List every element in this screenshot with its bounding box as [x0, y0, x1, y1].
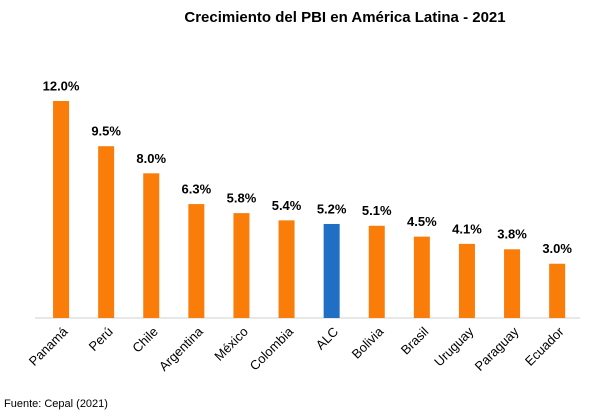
bar: [413, 236, 430, 318]
value-label: 5.4%: [272, 198, 302, 213]
chart-title: Crecimiento del PBI en América Latina - …: [184, 9, 505, 26]
x-tick-label: Colombia: [247, 323, 297, 373]
bar: [504, 249, 521, 318]
bar: [368, 225, 385, 318]
value-label: 4.1%: [452, 221, 482, 236]
x-tick-label: Uruguay: [431, 324, 477, 370]
bar: [323, 223, 340, 318]
bar: [549, 263, 566, 318]
value-label: 6.3%: [182, 182, 212, 197]
value-label: 5.2%: [317, 201, 347, 216]
x-tick-label: Brasil: [398, 324, 432, 358]
value-label: 9.5%: [91, 124, 121, 139]
bar: [458, 243, 475, 318]
x-tick-label: ALC: [313, 324, 341, 352]
bar: [53, 101, 70, 318]
x-tick-label: Bolivia: [349, 323, 387, 361]
value-label: 3.0%: [542, 241, 572, 256]
bar: [233, 213, 250, 318]
x-tick-label: Paraguay: [472, 324, 522, 374]
x-tick-label: Chile: [129, 324, 161, 356]
value-label: 4.5%: [407, 214, 437, 229]
x-tick-label: Perú: [86, 324, 116, 354]
value-label: 8.0%: [136, 151, 166, 166]
value-label: 5.1%: [362, 203, 392, 218]
bar: [143, 173, 160, 318]
value-label: 12.0%: [43, 78, 80, 93]
value-label: 3.8%: [497, 227, 527, 242]
x-tick-label: Panamá: [26, 323, 71, 368]
bar: [98, 146, 115, 318]
value-label: 5.8%: [227, 191, 257, 206]
x-tick-label: Argentina: [156, 323, 207, 374]
x-tick-label: México: [211, 324, 251, 364]
source-note: Fuente: Cepal (2021): [4, 398, 108, 410]
x-tick-label: Ecuador: [522, 323, 567, 368]
bar: [188, 204, 205, 318]
bar: [278, 220, 295, 318]
